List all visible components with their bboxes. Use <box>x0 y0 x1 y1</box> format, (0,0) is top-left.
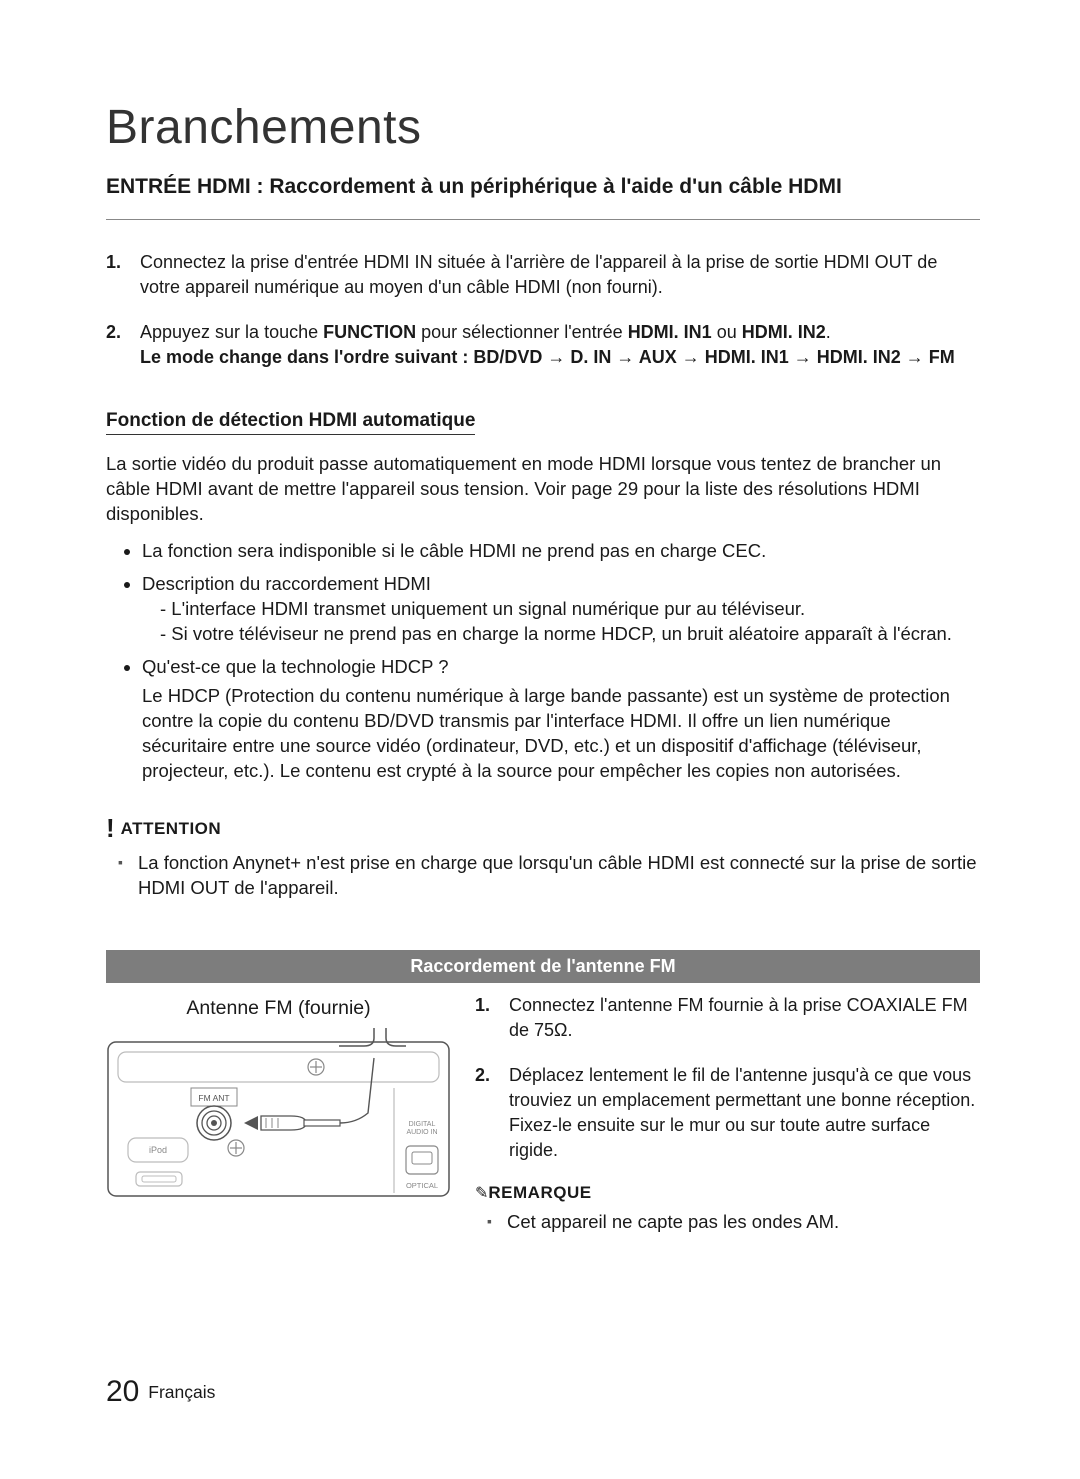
separator-rule <box>106 219 980 220</box>
fm-step-2: 2. Déplacez lentement le fil de l'antenn… <box>509 1063 980 1163</box>
step2-bold-in1: HDMI. IN1 <box>628 322 712 342</box>
footer-language: Français <box>148 1382 215 1402</box>
step2-mid2: ou <box>712 322 742 342</box>
fm-step-2-text: Déplacez lentement le fil de l'antenne j… <box>509 1065 975 1160</box>
label-optical: OPTICAL <box>406 1181 438 1190</box>
page-footer: 20 Français <box>106 1375 215 1409</box>
label-ipod: iPod <box>149 1145 167 1155</box>
remarque-item: Cet appareil ne capte pas les ondes AM. <box>507 1209 980 1234</box>
subheading-hdmi-auto: Fonction de détection HDMI automatique <box>106 410 475 435</box>
fm-step-1: 1. Connectez l'antenne FM fournie à la p… <box>509 993 980 1043</box>
hdmi-step-1: 1. Connectez la prise d'entrée HDMI IN s… <box>140 250 980 300</box>
hdmi-steps-list: 1. Connectez la prise d'entrée HDMI IN s… <box>106 250 980 370</box>
fm-steps-list: 1. Connectez l'antenne FM fournie à la p… <box>475 993 980 1163</box>
step-text: Connectez la prise d'entrée HDMI IN situ… <box>140 252 937 297</box>
hdmi-step-2: 2. Appuyez sur la touche FUNCTION pour s… <box>140 320 980 370</box>
attention-item: La fonction Anynet+ n'est prise en charg… <box>138 850 980 900</box>
fm-illustration-column: Antenne FM (fournie) FM ANT <box>106 993 451 1198</box>
attention-label: ATTENTION <box>121 819 222 838</box>
fm-section-bar: Raccordement de l'antenne FM <box>106 950 980 983</box>
step2-line2-prefix: Le mode change dans l'ordre suivant : <box>140 347 473 367</box>
fm-row: Antenne FM (fournie) FM ANT <box>106 993 980 1234</box>
step2-bold-function: FUNCTION <box>323 322 416 342</box>
label-fmant: FM ANT <box>198 1093 229 1103</box>
exclamation-icon: ! <box>106 813 115 843</box>
label-digital: DIGITAL <box>409 1121 436 1128</box>
bullet-3-text: Qu'est-ce que la technologie HDCP ? <box>142 656 449 677</box>
bullet-2-text: Description du raccordement HDMI <box>142 573 431 594</box>
bullet-2-sub2: - Si votre téléviseur ne prend pas en ch… <box>142 621 980 646</box>
bullet-3-para: Le HDCP (Protection du contenu numérique… <box>142 683 980 783</box>
step-number: 2. <box>475 1063 490 1088</box>
step2-bold-in2: HDMI. IN2 <box>742 322 826 342</box>
page: Branchements ENTRÉE HDMI : Raccordement … <box>0 0 1080 1479</box>
attention-block: ! ATTENTION La fonction Anynet+ n'est pri… <box>106 813 980 900</box>
fm-connector-diagram: FM ANT <box>106 1028 451 1198</box>
page-number: 20 <box>106 1375 139 1408</box>
step-number: 1. <box>475 993 490 1018</box>
bullet-3: Qu'est-ce que la technologie HDCP ? Le H… <box>142 654 980 783</box>
step-number: 2. <box>106 320 121 345</box>
bullet-1: La fonction sera indisponible si le câbl… <box>142 538 980 563</box>
step2-chain: BD/DVD → D. IN → AUX → HDMI. IN1 → HDMI.… <box>473 347 954 367</box>
fm-step-1-text: Connectez l'antenne FM fournie à la pris… <box>509 995 968 1040</box>
bullet-2: Description du raccordement HDMI - L'int… <box>142 571 980 646</box>
remarque-label: REMARQUE <box>488 1183 591 1202</box>
bullet-list: La fonction sera indisponible si le câbl… <box>106 538 980 783</box>
attention-heading: ! ATTENTION <box>106 813 980 844</box>
para-hdmi-auto: La sortie vidéo du produit passe automat… <box>106 451 980 526</box>
remarque-list: Cet appareil ne capte pas les ondes AM. <box>475 1209 980 1234</box>
step2-prefix: Appuyez sur la touche <box>140 322 323 342</box>
page-title: Branchements <box>106 100 980 155</box>
step-number: 1. <box>106 250 121 275</box>
label-audio-in: AUDIO IN <box>406 1129 437 1136</box>
note-icon: ✎ <box>475 1185 488 1202</box>
step2-mid1: pour sélectionner l'entrée <box>416 322 628 342</box>
bullet-2-sub1: - L'interface HDMI transmet uniquement u… <box>142 596 980 621</box>
fm-coax-jack-icon <box>197 1106 231 1140</box>
fm-text-column: 1. Connectez l'antenne FM fournie à la p… <box>475 993 980 1234</box>
section-title: ENTRÉE HDMI : Raccordement à un périphér… <box>106 173 980 201</box>
fm-caption: Antenne FM (fournie) <box>106 997 451 1020</box>
remarque-heading: ✎REMARQUE <box>475 1183 980 1203</box>
step2-suffix: . <box>826 322 831 342</box>
attention-list: La fonction Anynet+ n'est prise en charg… <box>106 850 980 900</box>
